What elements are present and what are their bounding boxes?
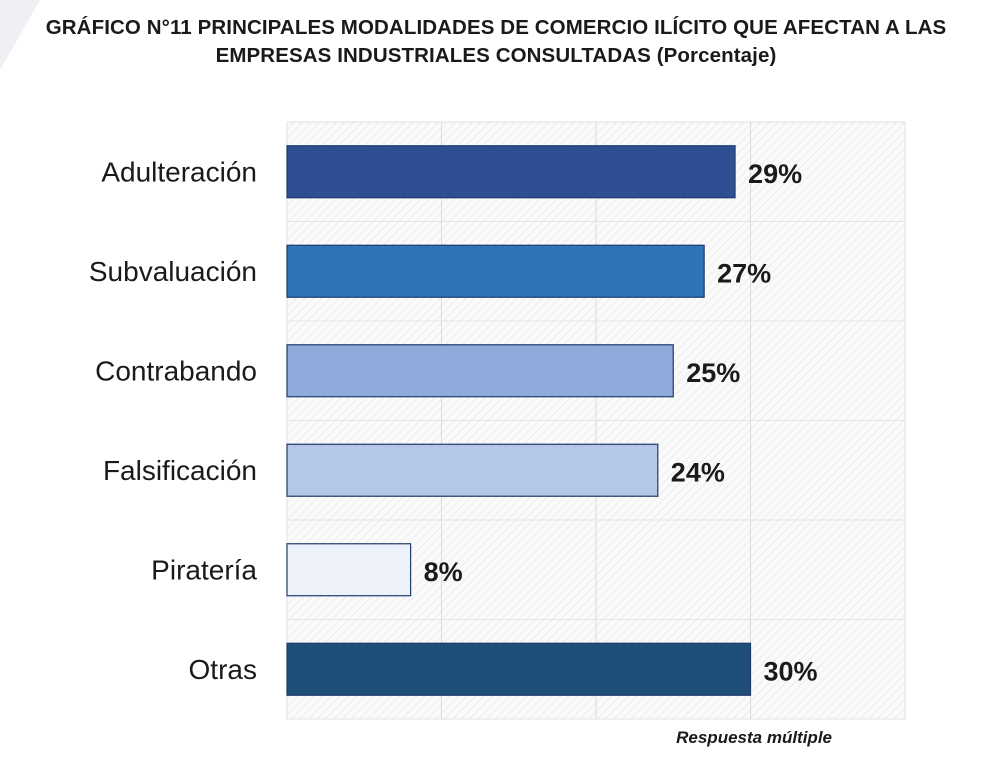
value-label: 8% xyxy=(424,557,463,587)
value-label: 25% xyxy=(686,358,740,388)
bar xyxy=(286,145,736,199)
bar xyxy=(286,543,412,597)
chart-title: GRÁFICO N°11 PRINCIPALES MODALIDADES DE … xyxy=(40,14,952,70)
footnote: Respuesta múltiple xyxy=(676,728,832,747)
category-label: Adulteración xyxy=(101,156,257,187)
bar xyxy=(286,642,752,696)
grid-lines xyxy=(287,122,905,719)
category-label: Subvaluación xyxy=(89,256,257,287)
category-labels: Adulteración Subvaluación Contrabando Falsi… xyxy=(89,156,258,685)
chart-title-main: GRÁFICO N°11 PRINCIPALES MODALIDADES DE … xyxy=(45,16,947,67)
bar xyxy=(286,344,674,398)
category-label: Piratería xyxy=(151,554,257,585)
value-label: 24% xyxy=(671,457,725,487)
bar xyxy=(286,244,705,298)
value-label: 30% xyxy=(764,656,818,686)
value-labels: 29% 27% 25% 24% 8% 30% xyxy=(424,159,818,687)
value-label: 29% xyxy=(748,159,802,189)
category-label: Otras xyxy=(189,654,257,685)
bars xyxy=(286,145,752,696)
chart-title-unit: (Porcentaje) xyxy=(656,44,777,67)
corner-decoration xyxy=(0,0,40,70)
category-label: Contrabando xyxy=(95,355,257,386)
category-label: Falsificación xyxy=(103,455,257,486)
bar xyxy=(286,443,659,497)
value-label: 27% xyxy=(717,258,771,288)
